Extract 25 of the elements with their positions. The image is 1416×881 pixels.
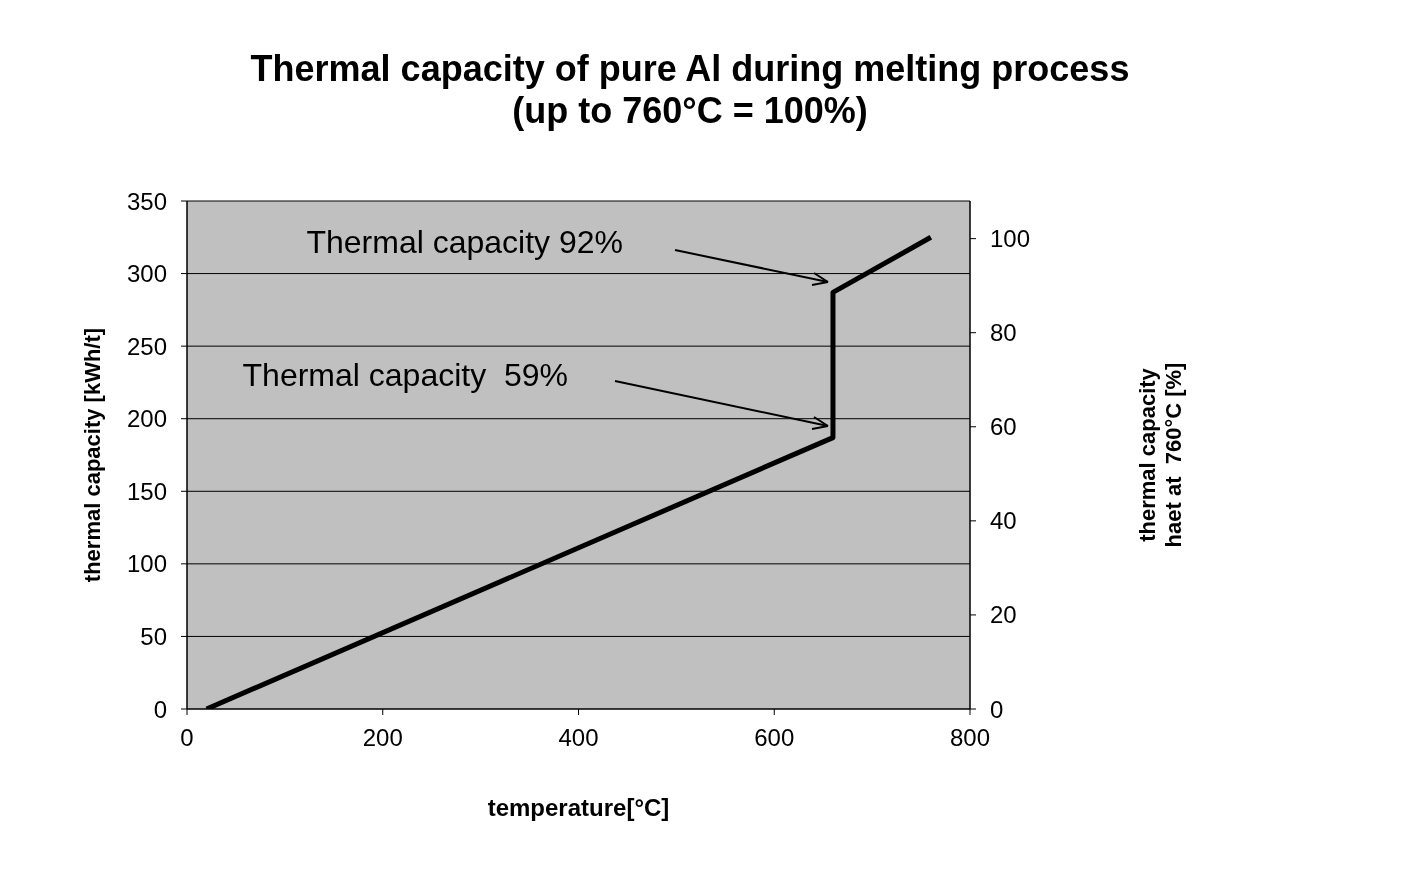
y2-tick-label: 60: [990, 413, 1017, 441]
x-tick-label: 200: [362, 724, 403, 752]
annotation: Thermal capacity 92%: [306, 224, 623, 260]
y2-tick-label: 0: [990, 695, 1004, 723]
y2-tick-label: 80: [990, 319, 1017, 347]
y-axis-title: thermal capacity [kWh/t]: [80, 327, 105, 583]
x-tick-label: 600: [754, 724, 795, 752]
y-tick-label: 300: [126, 260, 167, 288]
x-axis-title: temperature[°C]: [487, 794, 670, 822]
y-tick-label: 200: [126, 405, 167, 433]
x-tick-label: 0: [180, 724, 194, 752]
y2-tick-label: 40: [990, 507, 1017, 535]
annotation: Thermal capacity 59%: [242, 357, 568, 393]
y-tick-label: 100: [126, 550, 167, 578]
y-tick-label: 0: [153, 695, 167, 723]
y2-tick-label: 20: [990, 601, 1017, 629]
y2-tick-label: 100: [990, 225, 1031, 253]
y-tick-label: 350: [126, 187, 167, 215]
x-tick-label: 800: [949, 724, 991, 752]
x-tick-label: 400: [558, 724, 599, 752]
chart-title: Thermal capacity of pure Al during melting process (up to 760°C = 100%): [249, 48, 1131, 132]
y-tick-label: 150: [126, 477, 167, 505]
y2-axis-title: thermal capacity haet at 760°C [%]: [1135, 362, 1186, 548]
y-tick-label: 250: [126, 332, 167, 360]
y-tick-label: 50: [140, 622, 167, 650]
